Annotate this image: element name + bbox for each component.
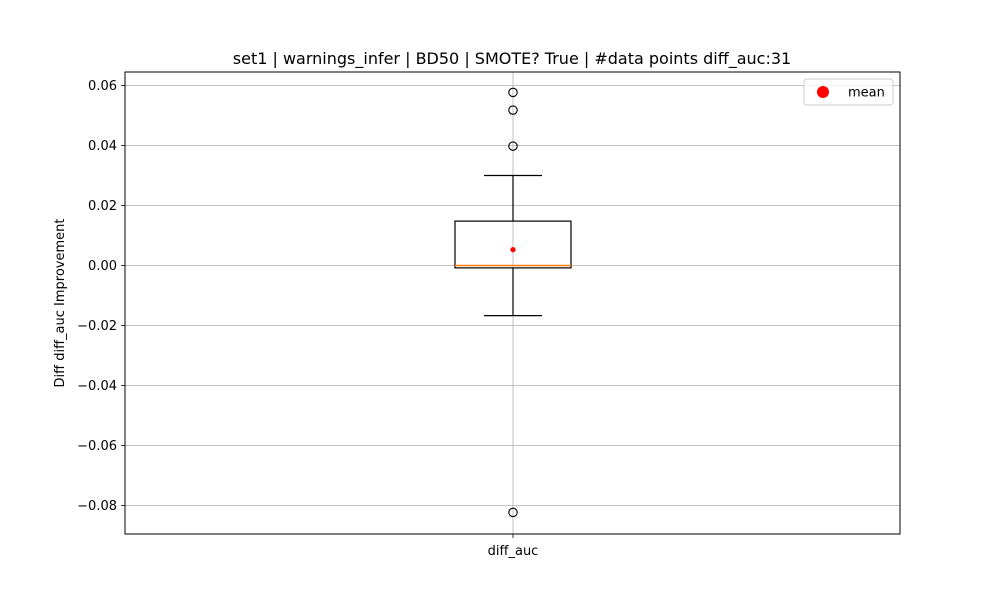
- legend: mean: [803, 78, 894, 106]
- y-tick-label: −0.06: [77, 439, 117, 454]
- y-tick-label: 0.02: [88, 199, 117, 214]
- iqr-box: [454, 220, 572, 269]
- legend-frame: [803, 78, 894, 106]
- box-layer: [454, 87, 572, 518]
- y-tick-label: −0.02: [77, 319, 117, 334]
- y-axis-label: Diff diff_auc Improvement: [53, 219, 68, 388]
- legend-mean-marker: [817, 86, 829, 98]
- axis-layer: 0.06 0.04 0.02 0.00 −0.02 −0.04 −0.06 −0.08 diff…: [77, 71, 901, 559]
- plot-frame: [124, 71, 901, 535]
- chart-title: set1 | warnings_infer | BD50 | SMOTE? Tr…: [233, 49, 791, 69]
- y-tick-label: −0.04: [77, 379, 117, 394]
- legend-mean-label: mean: [848, 86, 885, 101]
- y-tick-label: 0.04: [88, 139, 117, 154]
- y-tick-label: 0.06: [88, 79, 117, 94]
- x-tick-label: diff_auc: [488, 544, 539, 559]
- outlier-point: [508, 105, 518, 115]
- y-tick-label: −0.08: [77, 499, 117, 514]
- y-tick-label: 0.00: [88, 259, 117, 274]
- mean-point: [510, 247, 516, 253]
- outlier-point: [508, 141, 518, 151]
- outlier-point: [508, 507, 518, 518]
- outlier-point: [508, 87, 518, 98]
